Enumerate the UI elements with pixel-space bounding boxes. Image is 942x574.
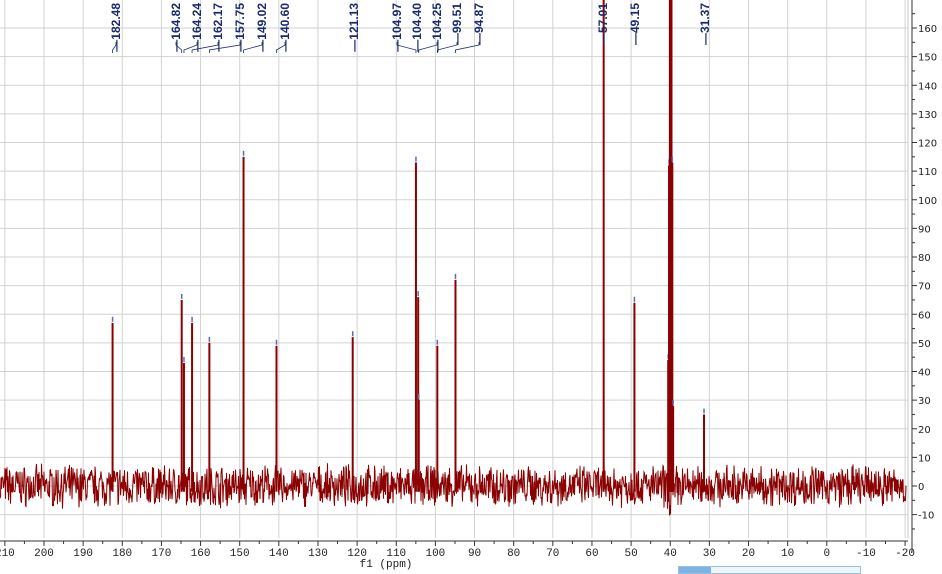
peak-label-connector	[455, 42, 480, 53]
peak-label-connector	[183, 42, 198, 53]
peak-label-connector	[208, 42, 241, 53]
peak-label-connector	[112, 42, 117, 53]
x-tick-label: 90	[468, 548, 481, 560]
peak-label-connector	[191, 42, 219, 53]
x-tick-label: 0	[823, 548, 830, 560]
y-tick-label: 40	[918, 368, 931, 379]
y-tick-label: 140	[918, 81, 937, 92]
y-tick-label: 80	[918, 253, 931, 264]
x-tick-label: 100	[425, 548, 445, 560]
x-tick-label: 150	[230, 548, 250, 560]
x-tick-label: 160	[191, 548, 211, 560]
peak-label: —162.17	[211, 3, 225, 52]
x-tick-label: 20	[742, 548, 755, 560]
grid	[0, 0, 909, 538]
x-tick-label: -20	[895, 548, 915, 560]
peak-label: —57.01	[596, 3, 610, 45]
y-tick-label: 60	[918, 310, 931, 321]
x-tick-label: -10	[856, 548, 876, 560]
peak-label-connector	[243, 42, 263, 53]
peak-label-connector	[175, 42, 183, 53]
peak-label: —31.37	[698, 3, 712, 45]
x-tick-label: 10	[781, 548, 794, 560]
peak-label: —164.24	[190, 3, 204, 52]
y-tick-label: 10	[918, 453, 931, 464]
peak-label: —140.60	[278, 3, 292, 52]
y-tick-label: 50	[918, 339, 931, 350]
x-tick-label: 180	[112, 548, 132, 560]
y-axis: -10 0 10 20 30 40 50 60 70 80 90 100 110 120 130 140 150…	[911, 0, 937, 552]
peak-label: —104.97	[390, 3, 404, 52]
spectrum	[0, 0, 907, 516]
y-tick-label: 110	[918, 167, 937, 178]
y-tick-label: 130	[918, 110, 937, 121]
peak-label: —49.15	[628, 3, 642, 45]
peak-label: —104.40	[410, 3, 424, 52]
x-tick-label: 80	[507, 548, 520, 560]
peak-label: —157.75	[233, 3, 247, 52]
x-axis: 2102001901801701601501401301201101009080…	[0, 540, 915, 560]
peak-labels: —182.48 —164.82 —164.24 —162.17 —157.75 —149.…	[109, 3, 712, 53]
peak-label: —182.48	[109, 3, 123, 52]
y-tick-label: 120	[918, 139, 937, 150]
peak-label-connector	[436, 42, 458, 53]
x-tick-label: 30	[703, 548, 716, 560]
x-tick-label: 190	[73, 548, 93, 560]
y-tick-label: 20	[918, 425, 931, 436]
x-tick-label: 130	[308, 548, 328, 560]
x-tick-label: 170	[152, 548, 172, 560]
peak-label: —104.25	[430, 3, 444, 52]
y-tick-label: 0	[918, 482, 924, 493]
peak-label-connector	[276, 42, 286, 53]
x-tick-label: 120	[347, 548, 367, 560]
x-tick-label: 210	[0, 548, 15, 560]
peak-label-connector	[396, 42, 417, 53]
x-tick-label: 40	[664, 548, 677, 560]
y-tick-label: -10	[918, 511, 934, 522]
peak-label: —99.51	[450, 3, 464, 45]
y-tick-label: 160	[918, 24, 937, 35]
scrollbar-thumb[interactable]	[679, 567, 711, 573]
spectrum-baseline-noise	[0, 463, 907, 516]
peak-label: —164.82	[169, 3, 183, 52]
x-tick-label: 70	[546, 548, 559, 560]
peak-label: —94.87	[472, 3, 486, 45]
y-tick-label: 70	[918, 282, 931, 293]
horizontal-scrollbar[interactable]	[678, 566, 861, 574]
y-tick-label: 90	[918, 224, 931, 235]
x-tick-label: 200	[34, 548, 54, 560]
x-tick-label: 110	[386, 548, 406, 560]
x-axis-title: f1 (ppm)	[360, 559, 413, 571]
y-tick-label: 30	[918, 396, 931, 407]
peak-label: —149.02	[255, 3, 269, 52]
peak-label: —121.13	[347, 3, 361, 52]
y-tick-label: 100	[918, 196, 937, 207]
y-tick-label: 150	[918, 53, 937, 64]
x-tick-label: 50	[624, 548, 637, 560]
x-tick-label: 60	[585, 548, 598, 560]
x-tick-label: 140	[269, 548, 289, 560]
peak-label-connector	[418, 42, 438, 53]
